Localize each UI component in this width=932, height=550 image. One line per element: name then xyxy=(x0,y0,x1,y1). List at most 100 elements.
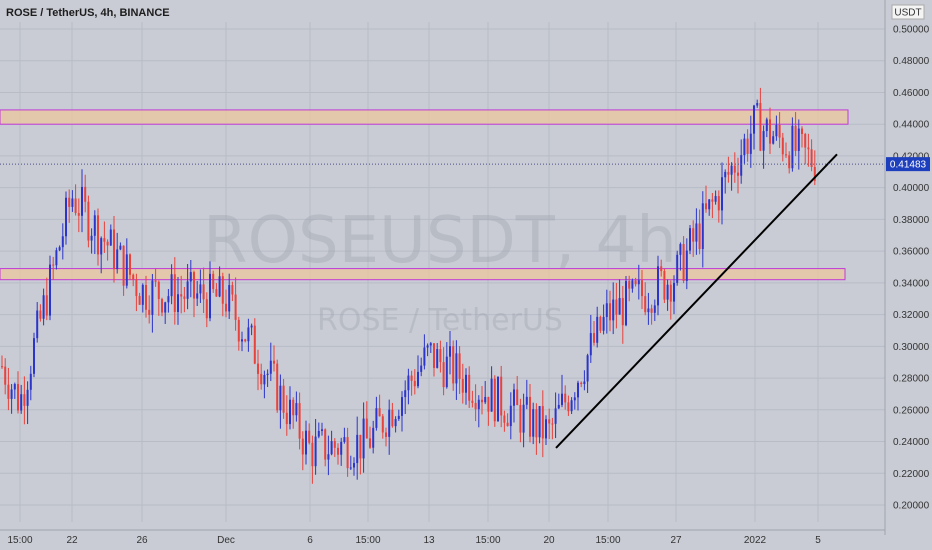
candle-body xyxy=(468,374,471,401)
candle-body xyxy=(161,299,163,313)
candle-body xyxy=(308,430,311,443)
candle-body xyxy=(551,423,554,425)
candle-body xyxy=(257,363,259,374)
candle-body xyxy=(279,385,282,411)
candle-body xyxy=(97,215,99,255)
candle-body xyxy=(785,154,787,156)
candle-body xyxy=(356,434,359,464)
x-tick-label: 26 xyxy=(136,535,148,546)
x-tick-label: 6 xyxy=(307,535,313,546)
candle-body xyxy=(74,198,77,214)
candle-body xyxy=(810,149,813,167)
candle-body xyxy=(349,467,352,469)
candle-body xyxy=(801,128,803,135)
candle-body xyxy=(109,229,112,246)
y-tick-label: 0.42000 xyxy=(893,151,930,162)
candle-body xyxy=(471,400,474,403)
candle-body xyxy=(807,147,810,150)
price-zone xyxy=(0,109,849,125)
trendline xyxy=(555,153,838,449)
candle-body xyxy=(759,102,762,151)
candle-body xyxy=(170,274,173,297)
candle-body xyxy=(695,223,698,242)
y-tick-label: 0.34000 xyxy=(893,278,930,289)
currency-badge[interactable] xyxy=(891,4,925,20)
candle-body xyxy=(439,349,442,363)
candle-body xyxy=(189,272,192,282)
candle-body xyxy=(589,333,592,356)
candle-body xyxy=(391,409,394,427)
candle-body xyxy=(87,201,90,241)
candle-body xyxy=(634,280,637,285)
candle-body xyxy=(580,382,583,385)
candle-body xyxy=(682,244,685,281)
candle-body xyxy=(733,165,736,173)
candle-body xyxy=(628,281,631,289)
candle-body xyxy=(637,280,640,285)
candle-body xyxy=(781,137,784,155)
candle-body xyxy=(509,405,512,427)
candle-body xyxy=(401,397,403,416)
x-tick-label: 20 xyxy=(543,535,555,546)
candle-body xyxy=(132,274,135,280)
candle-body xyxy=(321,429,323,431)
candle-body xyxy=(753,105,755,134)
candle-body xyxy=(77,213,80,216)
candle-body xyxy=(493,378,496,422)
candle-body xyxy=(42,295,45,319)
candle-body xyxy=(273,360,275,364)
candle-body xyxy=(237,319,240,342)
candle-body xyxy=(756,102,759,106)
candle-body xyxy=(721,177,723,211)
candle-body xyxy=(689,228,691,251)
price-zone xyxy=(0,268,846,281)
candle-body xyxy=(535,409,538,438)
candle-body xyxy=(573,397,576,401)
candle-body xyxy=(205,299,208,319)
y-tick-label: 0.48000 xyxy=(893,56,930,67)
candle-body xyxy=(157,281,160,300)
candle-body xyxy=(269,360,272,374)
candle-body xyxy=(737,172,739,176)
candle-body xyxy=(353,463,355,468)
candle-body xyxy=(129,254,131,275)
x-tick-label: 15:00 xyxy=(355,535,380,546)
candle-body xyxy=(692,228,695,242)
candle-body xyxy=(529,396,531,437)
candle-body xyxy=(429,343,432,346)
candle-body xyxy=(474,402,477,410)
candle-body xyxy=(305,430,307,455)
candle-body xyxy=(452,346,455,384)
candle-body xyxy=(13,384,16,390)
candle-body xyxy=(135,279,138,297)
candle-body xyxy=(285,412,288,425)
y-tick-label: 0.32000 xyxy=(893,310,930,321)
candle-body xyxy=(772,136,775,144)
candle-body xyxy=(455,353,458,384)
candle-body xyxy=(561,393,563,405)
candle-body xyxy=(708,199,711,210)
candle-body xyxy=(449,346,451,357)
y-tick-label: 0.24000 xyxy=(893,437,930,448)
candle-body xyxy=(519,405,522,433)
candle-body xyxy=(605,303,608,317)
y-tick-label: 0.28000 xyxy=(893,374,930,385)
candle-body xyxy=(698,223,701,250)
candle-body xyxy=(100,238,103,255)
candle-body xyxy=(388,409,391,437)
candle-body xyxy=(394,419,397,427)
candle-body xyxy=(570,400,573,412)
candle-body xyxy=(295,403,298,416)
candle-body xyxy=(458,353,461,379)
candle-body xyxy=(797,128,800,151)
candle-body xyxy=(641,280,643,297)
candle-body xyxy=(794,125,797,151)
candle-body xyxy=(593,333,595,343)
candle-body xyxy=(423,347,426,366)
x-axis: 15:00 22 26 Dec 6 15:00 13 15:00 20 15:00 27 2022 5 xyxy=(0,529,885,546)
candle-body xyxy=(711,199,714,202)
candle-body xyxy=(516,389,519,406)
candle-body xyxy=(337,447,339,455)
candle-body xyxy=(522,404,525,433)
